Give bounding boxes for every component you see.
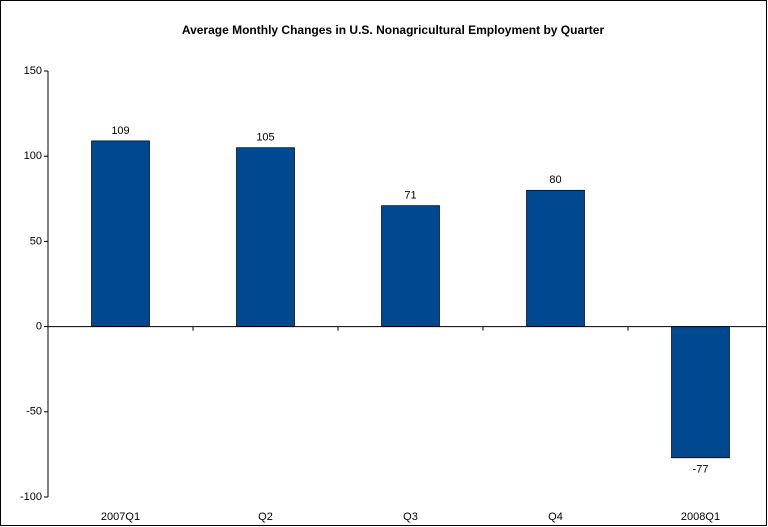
x-tick-label: Q2 xyxy=(258,511,273,523)
bar xyxy=(381,205,440,327)
y-tick-label: -100 xyxy=(20,491,42,503)
data-label: 80 xyxy=(549,174,561,186)
y-tick-label: -50 xyxy=(26,406,42,418)
y-tick-label: 50 xyxy=(30,235,42,247)
y-tick-label: 150 xyxy=(24,65,42,77)
y-tick-label: 100 xyxy=(24,150,42,162)
data-label: 71 xyxy=(404,190,416,202)
y-tick-label: 0 xyxy=(36,321,42,333)
bar xyxy=(236,147,295,327)
x-tick-label: Q4 xyxy=(548,511,563,523)
bar xyxy=(526,189,585,327)
data-label: -77 xyxy=(693,464,709,476)
bar xyxy=(671,326,730,459)
data-label: 109 xyxy=(111,125,129,137)
bar xyxy=(91,140,150,327)
x-tick-label: 2007Q1 xyxy=(101,511,140,523)
x-tick-label: 2008Q1 xyxy=(681,511,720,523)
chart-title: Average Monthly Changes in U.S. Nonagric… xyxy=(182,23,605,37)
data-label: 105 xyxy=(256,132,274,144)
x-tick-label: Q3 xyxy=(403,511,418,523)
